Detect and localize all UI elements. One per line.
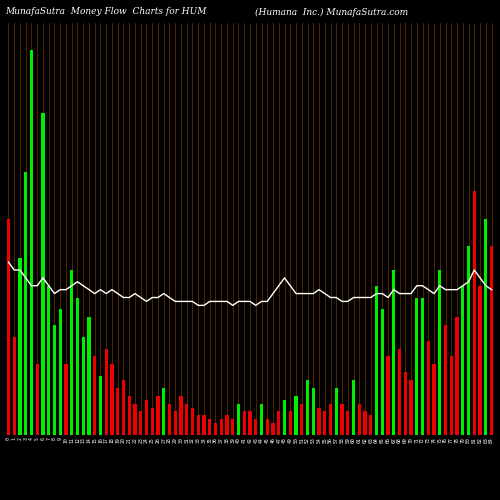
- Bar: [410, 380, 412, 435]
- Bar: [226, 416, 228, 435]
- Bar: [76, 298, 79, 435]
- Text: (Humana  Inc.) MunafaSutra.com: (Humana Inc.) MunafaSutra.com: [255, 8, 408, 16]
- Bar: [294, 396, 298, 435]
- Bar: [478, 286, 482, 435]
- Bar: [426, 340, 430, 435]
- Text: MunafaSutra  Money Flow  Charts for HUM: MunafaSutra Money Flow Charts for HUM: [5, 8, 206, 16]
- Bar: [358, 404, 361, 435]
- Bar: [375, 286, 378, 435]
- Bar: [88, 317, 90, 435]
- Bar: [318, 408, 320, 435]
- Bar: [128, 396, 131, 435]
- Bar: [18, 258, 22, 435]
- Bar: [277, 412, 280, 435]
- Bar: [272, 423, 274, 435]
- Bar: [329, 404, 332, 435]
- Bar: [30, 50, 33, 435]
- Bar: [392, 270, 396, 435]
- Bar: [300, 404, 304, 435]
- Bar: [484, 219, 488, 435]
- Bar: [242, 412, 246, 435]
- Bar: [386, 356, 390, 435]
- Bar: [191, 408, 194, 435]
- Bar: [306, 380, 309, 435]
- Bar: [93, 356, 96, 435]
- Bar: [7, 219, 10, 435]
- Bar: [185, 404, 188, 435]
- Bar: [220, 420, 223, 435]
- Bar: [283, 400, 286, 435]
- Bar: [208, 420, 212, 435]
- Bar: [42, 113, 44, 435]
- Bar: [461, 286, 464, 435]
- Bar: [134, 404, 136, 435]
- Bar: [467, 246, 470, 435]
- Bar: [438, 270, 442, 435]
- Bar: [312, 388, 315, 435]
- Bar: [139, 412, 142, 435]
- Bar: [202, 416, 205, 435]
- Bar: [334, 388, 338, 435]
- Bar: [490, 246, 493, 435]
- Bar: [288, 412, 292, 435]
- Bar: [432, 364, 436, 435]
- Bar: [369, 416, 372, 435]
- Bar: [214, 423, 217, 435]
- Bar: [404, 372, 407, 435]
- Bar: [260, 404, 263, 435]
- Bar: [150, 408, 154, 435]
- Bar: [398, 348, 401, 435]
- Bar: [64, 364, 68, 435]
- Bar: [110, 364, 114, 435]
- Bar: [196, 416, 200, 435]
- Bar: [156, 396, 160, 435]
- Bar: [145, 400, 148, 435]
- Bar: [53, 325, 56, 435]
- Bar: [346, 412, 350, 435]
- Bar: [116, 388, 119, 435]
- Bar: [180, 396, 182, 435]
- Bar: [12, 337, 16, 435]
- Bar: [352, 380, 355, 435]
- Bar: [70, 270, 73, 435]
- Bar: [36, 364, 39, 435]
- Bar: [237, 404, 240, 435]
- Bar: [444, 325, 447, 435]
- Bar: [340, 404, 344, 435]
- Bar: [58, 310, 62, 435]
- Bar: [456, 317, 458, 435]
- Bar: [266, 420, 269, 435]
- Bar: [415, 298, 418, 435]
- Bar: [82, 337, 85, 435]
- Bar: [99, 376, 102, 435]
- Bar: [472, 192, 476, 435]
- Bar: [231, 420, 234, 435]
- Bar: [364, 412, 366, 435]
- Bar: [24, 172, 28, 435]
- Bar: [47, 286, 50, 435]
- Bar: [168, 404, 171, 435]
- Bar: [450, 356, 453, 435]
- Bar: [421, 298, 424, 435]
- Bar: [380, 310, 384, 435]
- Bar: [323, 412, 326, 435]
- Bar: [248, 412, 252, 435]
- Bar: [254, 420, 258, 435]
- Bar: [104, 348, 108, 435]
- Bar: [162, 388, 166, 435]
- Bar: [174, 412, 177, 435]
- Bar: [122, 380, 125, 435]
